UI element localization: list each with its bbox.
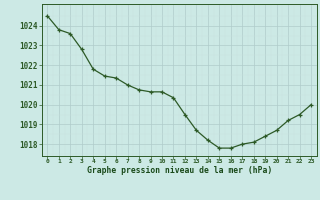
- X-axis label: Graphe pression niveau de la mer (hPa): Graphe pression niveau de la mer (hPa): [87, 166, 272, 175]
